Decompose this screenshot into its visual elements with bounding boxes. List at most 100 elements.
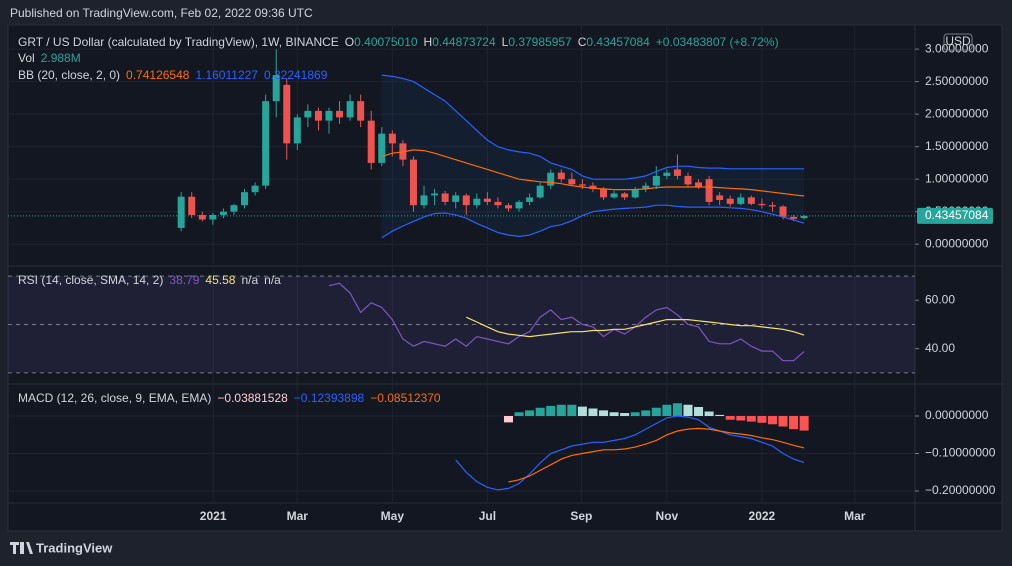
histogram-bar bbox=[778, 416, 788, 427]
histogram-bar bbox=[662, 404, 672, 417]
logo-icon bbox=[10, 542, 33, 554]
candle-body bbox=[388, 133, 396, 144]
rsi-value: 45.58 bbox=[205, 273, 236, 287]
histogram-bar bbox=[641, 410, 651, 417]
macd-line bbox=[508, 427, 805, 483]
candle-body bbox=[209, 214, 217, 220]
candle-body bbox=[589, 185, 597, 189]
candle-body bbox=[621, 193, 629, 198]
candle-body bbox=[673, 169, 681, 176]
candle-body bbox=[241, 192, 249, 206]
histogram-bar bbox=[757, 416, 767, 423]
bb-value: 1.16011227 bbox=[195, 68, 258, 82]
histogram-bar bbox=[767, 416, 777, 425]
histogram-bar bbox=[535, 407, 545, 417]
candle-body bbox=[251, 185, 259, 193]
candle-body bbox=[378, 133, 386, 163]
rsi-line bbox=[328, 282, 805, 362]
candle-body bbox=[409, 159, 417, 206]
histogram-bar bbox=[672, 403, 682, 417]
x-tick-label: Jul bbox=[479, 509, 496, 523]
y-tick-label: 1.00000000 bbox=[925, 171, 989, 185]
candle-body bbox=[726, 198, 734, 204]
histogram-bar bbox=[683, 404, 693, 417]
candle-body bbox=[600, 188, 608, 198]
candle-body bbox=[800, 215, 808, 219]
rsi-value: 38.79 bbox=[169, 273, 200, 287]
y-tick-label: 2.50000000 bbox=[925, 74, 989, 88]
macd-legend: MACD (12, 26, close, 9, EMA, EMA) −0.0388… bbox=[18, 391, 447, 405]
candle-body bbox=[758, 203, 766, 206]
macd-line bbox=[455, 415, 805, 491]
histogram-bar bbox=[525, 410, 535, 417]
candle-body bbox=[578, 184, 586, 186]
histogram-bar bbox=[514, 412, 524, 417]
ohlc-key: H bbox=[423, 35, 433, 49]
candle-body bbox=[293, 117, 301, 144]
candle-body bbox=[547, 172, 555, 186]
y-tick-label: 1.50000000 bbox=[925, 139, 989, 153]
x-tick-label: Mar bbox=[287, 509, 309, 523]
y-tick-label: −0.10000000 bbox=[925, 446, 996, 460]
candle-body bbox=[198, 214, 206, 220]
ohlc-value: 0.43457084 bbox=[586, 35, 650, 49]
histogram-bar bbox=[599, 410, 609, 417]
bb-line bbox=[381, 149, 805, 197]
candle-body bbox=[557, 172, 565, 180]
x-tick-label: May bbox=[381, 509, 405, 523]
symbol: GRT / US Dollar (calculated by TradingVi… bbox=[18, 35, 339, 49]
currency-label: USD bbox=[945, 34, 971, 48]
bb-legend: BB (20, close, 2, 0) 0.74126548 1.16011227… bbox=[18, 68, 333, 82]
x-tick-label: Sep bbox=[570, 509, 592, 523]
candle-body bbox=[325, 110, 333, 121]
y-tick-label: 60.00 bbox=[925, 292, 955, 306]
y-tick-label: 0.00000000 bbox=[925, 408, 989, 422]
candle-body bbox=[336, 110, 344, 118]
y-tick-label: 40.00 bbox=[925, 341, 955, 355]
candle-body bbox=[494, 201, 502, 206]
macd-value: −0.03881528 bbox=[217, 391, 288, 405]
candle-body bbox=[441, 193, 449, 202]
candle-body bbox=[473, 198, 481, 206]
candle-body bbox=[420, 195, 428, 206]
histogram-bar bbox=[736, 416, 746, 421]
y-tick-label: 2.00000000 bbox=[925, 106, 989, 120]
candle-body bbox=[357, 101, 365, 121]
histogram-bar bbox=[546, 405, 556, 417]
histogram-bar bbox=[609, 412, 619, 417]
volume-legend: Vol 2.988M bbox=[18, 51, 87, 65]
ohlc-key: O bbox=[344, 35, 355, 49]
price-legend: GRT / US Dollar (calculated by TradingVi… bbox=[18, 35, 785, 49]
candle-body bbox=[188, 196, 196, 215]
x-tick-label: 2021 bbox=[200, 509, 227, 523]
candle-body bbox=[272, 75, 280, 102]
histogram-bar bbox=[588, 408, 598, 417]
rsi-title: RSI (14, close, SMA, 14, 2) bbox=[18, 273, 164, 287]
candle-body bbox=[462, 195, 470, 206]
histogram-bar bbox=[799, 416, 809, 431]
last-price-label: 0.43457084 bbox=[925, 208, 989, 222]
candle-body bbox=[483, 198, 491, 202]
candle-body bbox=[695, 182, 703, 187]
rsi-value: n/a bbox=[241, 273, 259, 287]
currency-box bbox=[943, 33, 973, 51]
histogram-bar bbox=[725, 416, 735, 420]
candle-body bbox=[768, 205, 776, 207]
candle-body bbox=[219, 211, 227, 215]
histogram-bar bbox=[789, 416, 799, 430]
histogram-bar bbox=[746, 416, 756, 422]
candle-body bbox=[431, 193, 439, 196]
histogram-bar bbox=[715, 414, 725, 417]
histogram-bar bbox=[630, 412, 640, 417]
macd-value: −0.08512370 bbox=[370, 391, 441, 405]
candle-body bbox=[652, 175, 660, 186]
histogram-bar bbox=[704, 411, 714, 417]
volume-value: 2.988M bbox=[40, 51, 81, 65]
candle-body bbox=[684, 175, 692, 185]
bb-value: 0.32241869 bbox=[263, 68, 328, 82]
chart-frame bbox=[7, 24, 1003, 532]
y-tick-label: −0.20000000 bbox=[925, 483, 996, 497]
ohlc-key: L bbox=[501, 35, 509, 49]
